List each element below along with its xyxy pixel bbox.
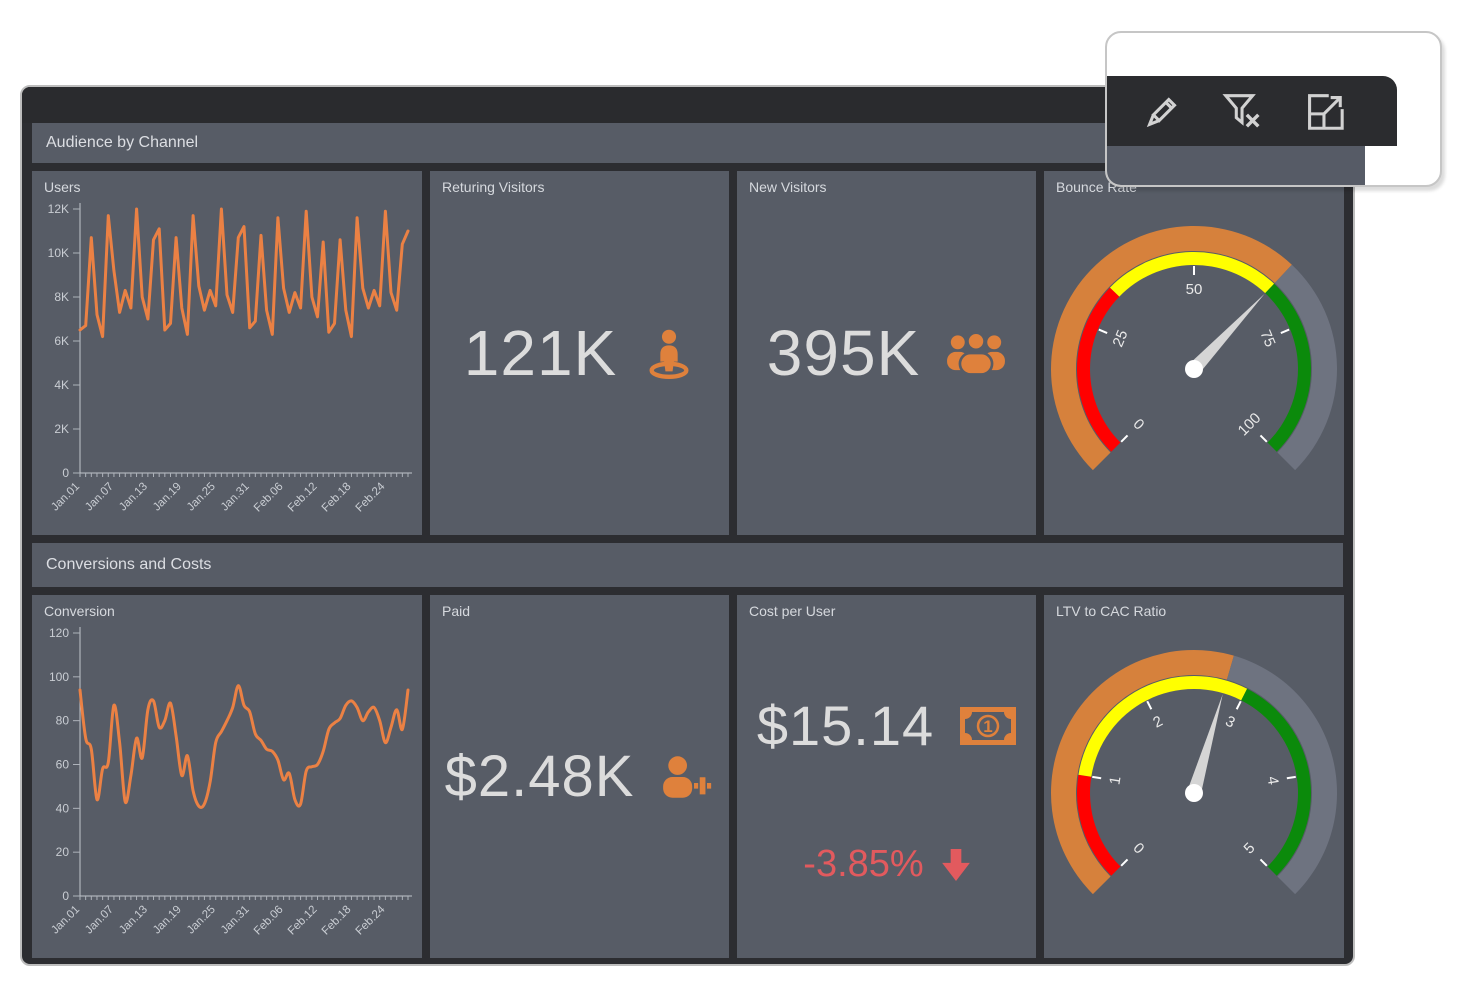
paid-value: $2.48K xyxy=(444,744,635,809)
svg-text:Jan.31: Jan.31 xyxy=(219,904,252,937)
svg-text:40: 40 xyxy=(56,801,70,815)
svg-text:4: 4 xyxy=(1264,775,1282,786)
svg-text:25: 25 xyxy=(1109,328,1131,350)
svg-text:5: 5 xyxy=(1241,840,1259,858)
arrow-down-icon xyxy=(941,848,970,881)
panel-title: Conversion xyxy=(44,603,115,619)
section-title: Audience by Channel xyxy=(46,134,199,151)
panel-title: Cost per User xyxy=(749,603,836,619)
svg-text:Feb.24: Feb.24 xyxy=(354,480,388,514)
svg-text:Jan.01: Jan.01 xyxy=(49,481,82,514)
svg-text:2: 2 xyxy=(1150,713,1165,732)
svg-text:Feb.12: Feb.12 xyxy=(286,904,320,938)
svg-text:4K: 4K xyxy=(54,378,69,392)
svg-text:100: 100 xyxy=(1235,410,1265,440)
edit-pencil-icon[interactable] xyxy=(1139,87,1187,135)
toolbar-callout-card xyxy=(1105,31,1442,187)
svg-text:Jan.19: Jan.19 xyxy=(151,904,184,937)
svg-text:Jan.13: Jan.13 xyxy=(117,481,150,514)
svg-text:Jan.19: Jan.19 xyxy=(151,481,184,514)
toolbar-card-header-strip xyxy=(1107,146,1365,185)
row-conversions: Conversion 0 20 40 60 80 100 120 Jan.01 Jan.07 Ja… xyxy=(32,595,1344,958)
bounce-rate-gauge[interactable]: 0 25 50 75 100 xyxy=(1044,171,1344,535)
svg-text:80: 80 xyxy=(56,714,70,728)
panel-conversion[interactable]: Conversion 0 20 40 60 80 100 120 Jan.01 Jan.07 Ja… xyxy=(32,595,422,958)
users-group-icon xyxy=(946,329,1006,377)
svg-text:Jan.07: Jan.07 xyxy=(83,481,116,514)
svg-text:100: 100 xyxy=(49,670,69,684)
cost-per-user-value: $15.14 xyxy=(756,694,935,757)
svg-text:60: 60 xyxy=(56,758,70,772)
svg-text:Jan.31: Jan.31 xyxy=(219,481,252,514)
street-view-icon xyxy=(643,326,695,380)
dashboard-content: Audience by Channel Users 0 2K 4K 6K 8K 10K 12… xyxy=(22,123,1353,964)
svg-text:Feb.24: Feb.24 xyxy=(354,903,388,937)
svg-text:Jan.25: Jan.25 xyxy=(185,904,218,937)
svg-text:Feb.12: Feb.12 xyxy=(286,481,320,515)
expand-icon[interactable] xyxy=(1299,87,1347,135)
svg-text:Jan.25: Jan.25 xyxy=(185,481,218,514)
panel-title: Returing Visitors xyxy=(442,179,545,195)
new-visitors-value: 395K xyxy=(766,317,921,389)
panel-title: Users xyxy=(44,179,81,195)
svg-text:1: 1 xyxy=(983,717,992,736)
panel-title: Paid xyxy=(442,603,471,619)
svg-text:3: 3 xyxy=(1223,713,1238,732)
toolbar xyxy=(1107,76,1397,146)
svg-text:120: 120 xyxy=(49,626,69,640)
user-plus-icon xyxy=(660,754,714,800)
svg-text:Feb.06: Feb.06 xyxy=(252,904,286,938)
panel-title: New Visitors xyxy=(749,179,827,195)
svg-text:Feb.18: Feb.18 xyxy=(320,904,354,938)
svg-text:10K: 10K xyxy=(48,246,69,260)
svg-text:75: 75 xyxy=(1256,328,1278,350)
section-title: Conversions and Costs xyxy=(46,556,212,573)
row-audience: Users 0 2K 4K 6K 8K 10K 12K Jan.01 Jan.07 Jan.13 J… xyxy=(32,171,1344,535)
svg-text:0: 0 xyxy=(62,889,69,903)
svg-text:0: 0 xyxy=(62,466,69,480)
ltv-cac-gauge[interactable]: 0 1 2 3 4 5 xyxy=(1044,595,1344,958)
panel-paid[interactable]: Paid $2.48K xyxy=(430,595,729,958)
returning-visitors-value: 121K xyxy=(463,317,618,389)
svg-text:Jan.01: Jan.01 xyxy=(49,904,82,937)
panel-users[interactable]: Users 0 2K 4K 6K 8K 10K 12K Jan.01 Jan.07 Jan.13 J… xyxy=(32,171,422,535)
panel-title: LTV to CAC Ratio xyxy=(1056,603,1167,619)
panel-new-visitors[interactable]: New Visitors 395K xyxy=(737,171,1036,535)
svg-text:1: 1 xyxy=(1106,775,1124,786)
svg-text:2K: 2K xyxy=(54,422,69,436)
svg-text:50: 50 xyxy=(1186,281,1203,298)
svg-text:12K: 12K xyxy=(48,202,69,216)
panel-cost-per-user[interactable]: Cost per User $15.14 xyxy=(737,595,1036,958)
clear-filter-icon[interactable] xyxy=(1219,87,1267,135)
section-header-conversions: Conversions and Costs xyxy=(32,543,1343,587)
svg-text:Jan.13: Jan.13 xyxy=(117,904,150,937)
svg-text:20: 20 xyxy=(56,845,70,859)
cost-per-user-delta: -3.85% xyxy=(803,843,924,885)
panel-returning-visitors[interactable]: Returing Visitors 121K xyxy=(430,171,729,535)
svg-text:8K: 8K xyxy=(54,290,69,304)
svg-text:6K: 6K xyxy=(54,334,69,348)
svg-text:0: 0 xyxy=(1130,840,1148,858)
panel-ltv-cac[interactable]: LTV to CAC Ratio 0 1 2 3 4 5 xyxy=(1044,595,1344,958)
svg-text:Feb.06: Feb.06 xyxy=(252,481,286,515)
panel-bounce-rate[interactable]: Bounce Rate 0 25 50 75 100 xyxy=(1044,171,1344,535)
banknote-icon: 1 xyxy=(960,706,1017,745)
svg-text:Jan.07: Jan.07 xyxy=(83,904,116,937)
svg-text:Feb.18: Feb.18 xyxy=(320,481,354,515)
dashboard-window: Audience by Channel Users 0 2K 4K 6K 8K 10K 12… xyxy=(20,85,1355,966)
svg-text:0: 0 xyxy=(1130,416,1148,434)
